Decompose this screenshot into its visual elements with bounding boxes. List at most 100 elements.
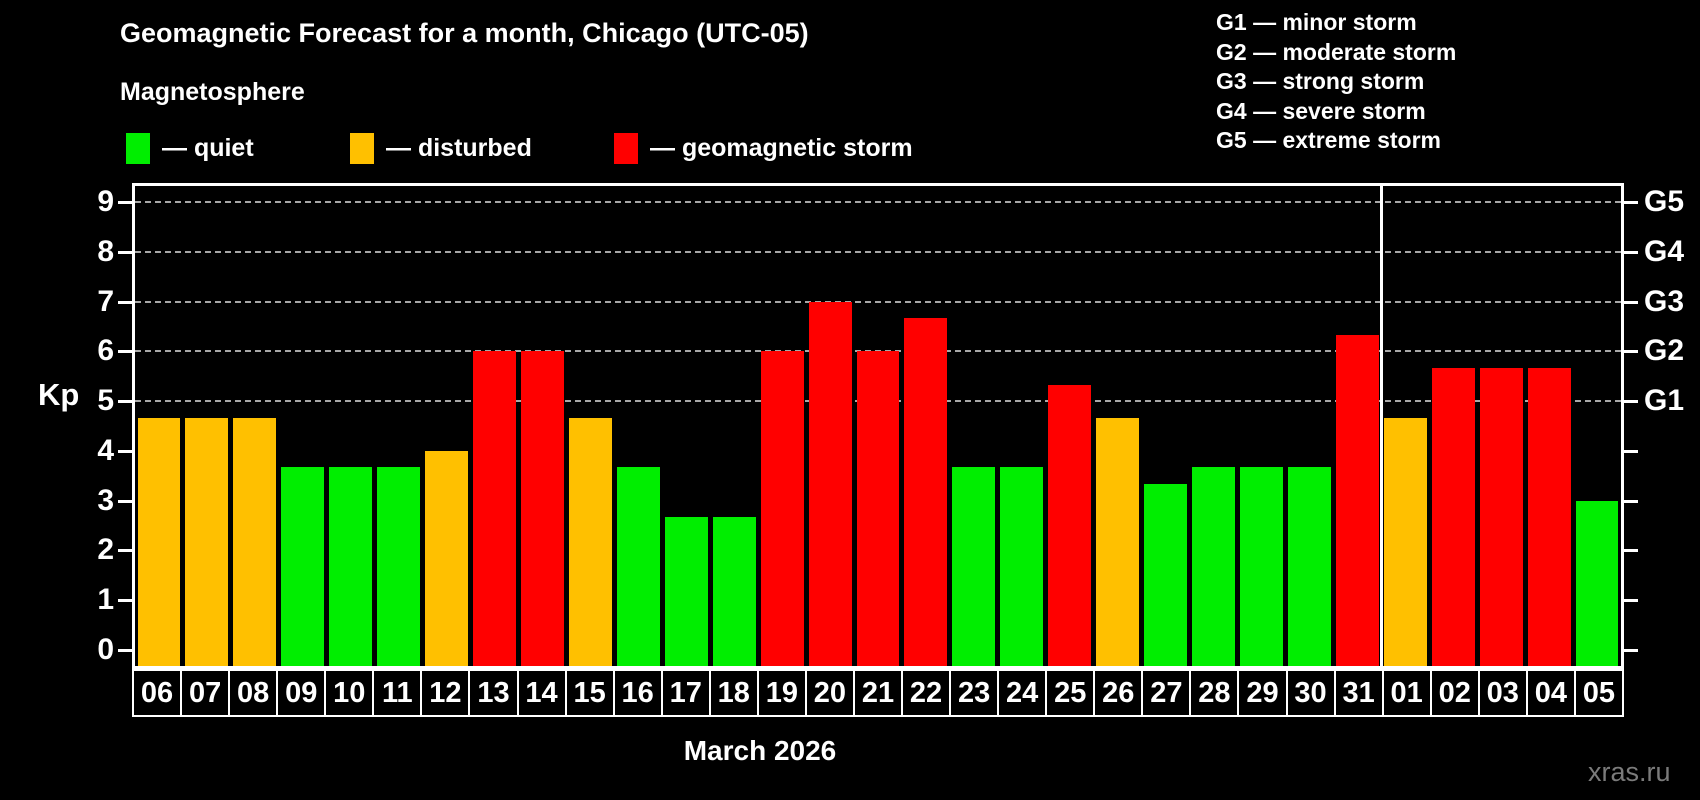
y-tick-label-5: 5	[97, 384, 114, 418]
left-tick-kp4	[118, 449, 132, 453]
left-tick-kp8	[118, 250, 132, 254]
y-tick-label-3: 3	[97, 483, 114, 517]
date-label-28: 28	[1189, 669, 1240, 717]
disturbed-color-swatch	[350, 133, 374, 164]
bar-day-16	[616, 467, 660, 666]
bar-day-22	[904, 317, 948, 666]
date-label-11: 11	[372, 669, 423, 717]
date-label-23: 23	[949, 669, 1000, 717]
g-level-label-G4: G4	[1644, 234, 1685, 268]
gridline-kp7	[135, 300, 1621, 303]
g-scale-legend-line-4: G4 — severe storm	[1216, 97, 1426, 124]
g-level-label-G2: G2	[1644, 334, 1685, 368]
date-label-06: 06	[132, 669, 183, 717]
left-tick-kp7	[118, 300, 132, 304]
date-label-22: 22	[901, 669, 952, 717]
plot-inner	[135, 186, 1621, 666]
bar-day-10	[329, 467, 373, 666]
bar-day-17	[664, 517, 708, 666]
quiet-color-swatch	[126, 133, 150, 164]
date-label-21: 21	[852, 669, 903, 717]
bar-day-06	[137, 417, 181, 666]
y-tick-label-4: 4	[97, 433, 114, 467]
g-scale-legend-line-1: G1 — minor storm	[1216, 9, 1417, 35]
date-label-02: 02	[1429, 669, 1480, 717]
date-label-14: 14	[516, 669, 567, 717]
bar-day-03	[1479, 367, 1523, 666]
y-tick-label-7: 7	[97, 284, 114, 318]
bar-day-13	[473, 351, 516, 666]
month-divider-line	[1379, 186, 1383, 666]
gridline-kp8	[135, 250, 1621, 253]
bar-day-26	[1096, 417, 1140, 666]
date-label-12: 12	[420, 669, 471, 717]
right-tick-kp1	[1624, 599, 1638, 603]
date-label-24: 24	[997, 669, 1048, 717]
date-label-19: 19	[756, 669, 807, 717]
bar-day-02	[1431, 367, 1475, 666]
bar-day-19	[760, 351, 804, 666]
legend-label-disturbed: — disturbed	[386, 134, 532, 162]
bar-day-08	[233, 417, 277, 666]
date-label-16: 16	[612, 669, 663, 717]
bar-day-24	[1000, 467, 1044, 666]
date-label-18: 18	[708, 669, 759, 717]
y-tick-label-1: 1	[97, 583, 114, 617]
g-scale-legend-line-5: G5 — extreme storm	[1216, 127, 1441, 153]
chart-subtitle: Magnetosphere	[120, 78, 305, 106]
g-level-label-G1: G1	[1644, 384, 1685, 418]
y-tick-label-8: 8	[97, 234, 114, 268]
legend-label-storm: — geomagnetic storm	[650, 134, 913, 162]
date-label-08: 08	[228, 669, 279, 717]
legend-item-storm: — geomagnetic storm	[614, 133, 913, 164]
watermark: xras.ru	[1588, 757, 1671, 787]
bar-day-20	[808, 301, 852, 666]
y-tick-label-9: 9	[97, 184, 114, 218]
left-tick-kp6	[118, 350, 132, 354]
bar-day-05	[1575, 500, 1619, 666]
left-tick-kp5	[118, 400, 132, 404]
bar-day-07	[185, 417, 229, 666]
date-label-09: 09	[276, 669, 327, 717]
g-level-label-G3: G3	[1644, 284, 1685, 318]
gridline-kp6	[135, 350, 1621, 353]
date-label-29: 29	[1237, 669, 1288, 717]
legend-item-quiet: — quiet	[126, 133, 254, 164]
chart-title: Geomagnetic Forecast for a month, Chicag…	[120, 18, 809, 48]
y-axis-label: Kp	[38, 377, 80, 412]
bar-day-14	[520, 351, 564, 666]
right-tick-kp2	[1624, 549, 1638, 553]
right-tick-kp4	[1624, 449, 1638, 453]
right-tick-kp0	[1624, 649, 1638, 652]
left-tick-kp2	[118, 549, 132, 553]
right-tick-kp7	[1624, 300, 1638, 304]
y-tick-label-0: 0	[97, 633, 114, 666]
storm-color-swatch	[614, 133, 638, 164]
date-label-30: 30	[1285, 669, 1336, 717]
date-label-01: 01	[1381, 669, 1432, 717]
date-label-04: 04	[1525, 669, 1576, 717]
right-tick-kp5	[1624, 400, 1638, 404]
right-tick-kp3	[1624, 499, 1638, 503]
left-tick-kp9	[118, 200, 132, 204]
g-scale-legend: G1 — minor storm G2 — moderate storm G3 — …	[1216, 8, 1456, 156]
date-label-26: 26	[1093, 669, 1144, 717]
bar-day-30	[1287, 467, 1331, 666]
bar-day-09	[281, 467, 325, 666]
bar-day-23	[952, 467, 996, 666]
date-label-20: 20	[804, 669, 855, 717]
bar-day-31	[1335, 334, 1379, 666]
x-axis-month-label: March 2026	[683, 735, 837, 766]
right-tick-kp6	[1624, 350, 1638, 354]
date-label-17: 17	[660, 669, 711, 717]
bar-day-27	[1144, 484, 1188, 666]
bar-day-15	[568, 417, 612, 666]
g-scale-legend-line-3: G3 — strong storm	[1216, 68, 1425, 94]
bar-day-12	[425, 450, 469, 666]
x-axis-date-row: 06 07 08 09 10 11 12 13 14 15 16 17 18 19 20 21 22 23 24 25…	[132, 669, 1624, 717]
date-label-13: 13	[468, 669, 519, 717]
bar-day-18	[712, 517, 756, 666]
bar-day-29	[1240, 467, 1283, 666]
date-label-31: 31	[1333, 669, 1384, 717]
